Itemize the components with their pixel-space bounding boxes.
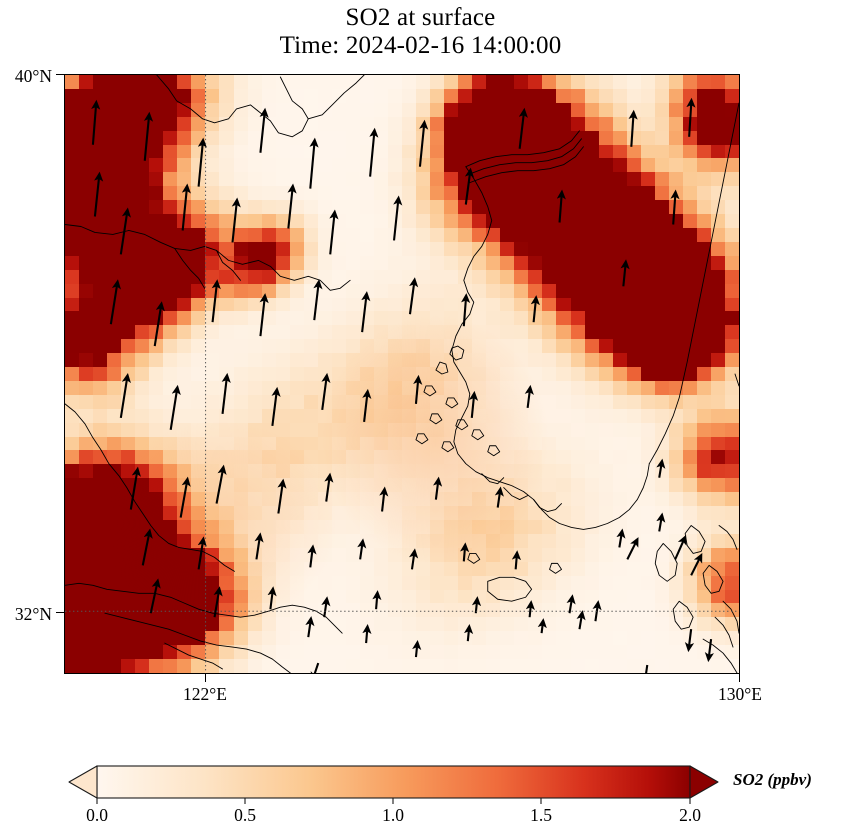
ytick-label-40N: 40°N bbox=[14, 66, 52, 86]
ytick-mark-32N bbox=[56, 612, 64, 614]
title-line-variable: SO2 at surface bbox=[345, 4, 496, 31]
xtick-label-130E: 130°E bbox=[718, 684, 762, 704]
map-axes-inner bbox=[65, 75, 739, 673]
colorbar-tick-2: 1.0 bbox=[382, 805, 404, 825]
ytick-label-32N: 32°N bbox=[14, 604, 52, 624]
xtick-label-122E: 122°E bbox=[183, 684, 227, 704]
colorbar-tick-3: 1.5 bbox=[530, 805, 552, 825]
ytick-mark-40N bbox=[56, 74, 64, 76]
colorbar-tick-1: 0.5 bbox=[234, 805, 256, 825]
figure-title: SO2 at surface Time: 2024-02-16 14:00:00 bbox=[0, 4, 841, 60]
colorbar-gradient bbox=[68, 765, 719, 804]
colorbar[interactable]: 0.0 0.5 1.0 1.5 2.0 bbox=[0, 760, 841, 839]
colorbar-tick-4: 2.0 bbox=[679, 805, 701, 825]
coastline-overlay bbox=[65, 75, 739, 673]
wind-vector-overlay bbox=[91, 97, 714, 673]
colorbar-tick-0: 0.0 bbox=[86, 805, 108, 825]
colorbar-title: SO2 (ppbv) bbox=[733, 770, 812, 789]
xtick-mark-122E bbox=[205, 674, 207, 682]
title-line-time: Time: 2024-02-16 14:00:00 bbox=[279, 32, 562, 59]
xtick-mark-130E bbox=[739, 674, 741, 682]
gridline-overlay bbox=[65, 75, 739, 673]
map-axes[interactable] bbox=[64, 74, 740, 674]
